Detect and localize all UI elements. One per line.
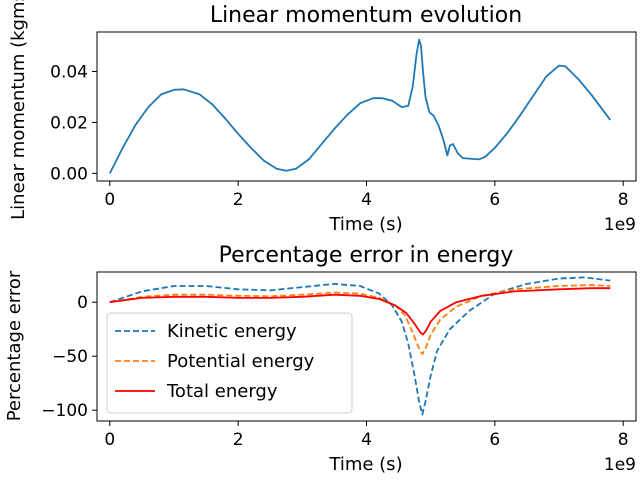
chart-bottom-xtick-label-2: 4 <box>361 430 372 450</box>
chart-bottom-x-offset: 1e9 <box>604 455 636 475</box>
chart-bottom-legend-label-2: Total energy <box>166 381 278 402</box>
chart-top-xtick-label-3: 6 <box>489 190 500 210</box>
chart-top-x-offset: 1e9 <box>604 215 636 235</box>
chart-top-xtick-label-0: 0 <box>104 190 115 210</box>
chart-bottom-series-line-0 <box>109 276 611 416</box>
chart-bottom-legend <box>106 312 353 414</box>
chart-bottom-ytick-label-1: −50 <box>52 347 88 367</box>
chart-top-ytick-label-2: 0.04 <box>50 62 88 82</box>
chart-bottom-xtick-label-3: 6 <box>489 430 500 450</box>
chart-top-marks: 0 2 4 6 8 0.00 0.02 0.04 <box>50 38 629 210</box>
chart-bottom-ytick-label-0: 0 <box>77 293 88 313</box>
chart-bottom-frame <box>96 271 637 422</box>
chart-top-series-line-0 <box>108 38 612 174</box>
chart-top-ytick-label-0: 0.00 <box>50 164 88 184</box>
chart-bottom-ylabel: Percentage error <box>4 270 25 421</box>
chart-top-xtick-label-4: 8 <box>618 190 629 210</box>
chart-bottom-ytick-label-2: −100 <box>41 401 88 421</box>
chart-bottom-legend-label-0: Kinetic energy <box>167 321 297 342</box>
chart-top-xtick-label-2: 4 <box>361 190 372 210</box>
chart-top: Linear momentum evolution Linear momentu… <box>8 0 637 235</box>
chart-top-ylabel: Linear momentum (kgms <box>8 0 29 220</box>
chart-bottom-legend-label-1: Potential energy <box>167 351 315 372</box>
chart-bottom-xtick-label-4: 8 <box>618 430 629 450</box>
chart-bottom-xlabel: Time (s) <box>328 454 402 475</box>
chart-bottom: Percentage error in energy Percentage er… <box>4 243 637 475</box>
chart-bottom-xtick-label-0: 0 <box>104 430 115 450</box>
chart-top-title: Linear momentum evolution <box>210 3 522 28</box>
chart-top-xtick-label-1: 2 <box>233 190 244 210</box>
chart-bottom-title: Percentage error in energy <box>219 243 514 268</box>
chart-bottom-marks: 0 2 4 6 8 0 −50 −100 Kinetic energy Potential ene… <box>41 276 629 450</box>
chart-bottom-xtick-label-1: 2 <box>233 430 244 450</box>
chart-top-xlabel: Time (s) <box>328 214 402 235</box>
chart-top-ytick-label-1: 0.02 <box>50 113 88 133</box>
chart-top-frame <box>96 31 637 182</box>
chart-bottom-series-line-2 <box>109 287 611 336</box>
